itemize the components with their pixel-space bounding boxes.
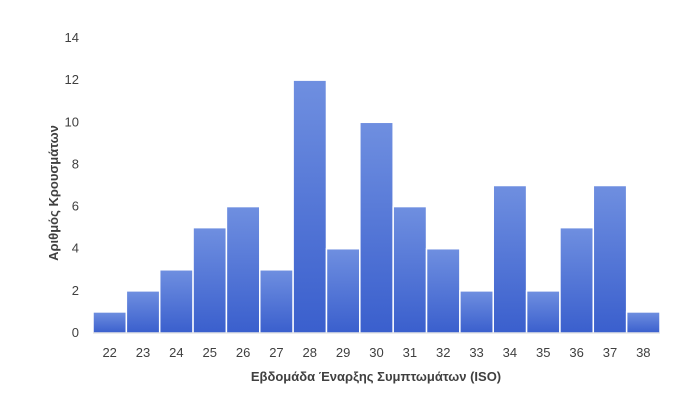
bar-week-38 [625,311,661,334]
bar-week-33 [459,290,494,334]
bar-week-32 [425,247,461,334]
bar-week-23 [125,290,161,334]
bar-week-27 [259,269,294,334]
bar-week-29 [325,247,361,334]
x-tick-label: 32 [436,345,450,360]
x-tick-label: 38 [636,345,650,360]
bar-week-34 [492,184,528,334]
bar-week-24 [158,269,194,334]
x-tick-label: 36 [569,345,583,360]
x-tick-label: 31 [403,345,417,360]
x-tick-label: 35 [536,345,550,360]
y-tick-label: 8 [72,156,79,171]
x-tick-label: 37 [603,345,617,360]
x-tick-label: 25 [203,345,217,360]
x-tick-label: 22 [102,345,116,360]
bar-week-25 [192,226,228,334]
x-tick-labels: 22 23 24 25 26 27 28 29 30 31 32 33 34 35 36 37 38 [102,345,650,360]
y-tick-label: 6 [72,199,79,214]
x-axis-title: Εβδομάδα Έναρξης Συμπτωμάτων (ISO) [251,369,501,384]
x-tick-label: 26 [236,345,250,360]
bar-week-22 [92,311,128,334]
bars-group [92,79,661,334]
x-tick-label: 23 [136,345,150,360]
y-tick-label: 12 [65,72,79,87]
y-axis-title: Αριθμός Κρουσμάτων [46,125,61,261]
x-tick-label: 24 [169,345,183,360]
x-tick-label: 28 [303,345,317,360]
bar-week-35 [525,290,561,334]
y-tick-labels: 0 2 4 6 8 10 12 14 [65,30,79,340]
x-tick-label: 34 [503,345,517,360]
bar-week-31 [392,205,428,334]
x-tick-label: 33 [469,345,483,360]
y-tick-label: 0 [72,325,79,340]
y-tick-label: 10 [65,114,79,129]
x-tick-label: 30 [369,345,383,360]
y-tick-label: 4 [72,241,79,256]
y-tick-label: 14 [65,30,79,45]
x-tick-label: 27 [269,345,283,360]
bar-week-36 [559,226,595,334]
x-tick-label: 29 [336,345,350,360]
bar-week-30 [359,121,394,334]
bar-week-37 [592,184,628,334]
bar-week-26 [225,205,261,334]
bar-week-28 [292,79,328,334]
y-tick-label: 2 [72,283,79,298]
